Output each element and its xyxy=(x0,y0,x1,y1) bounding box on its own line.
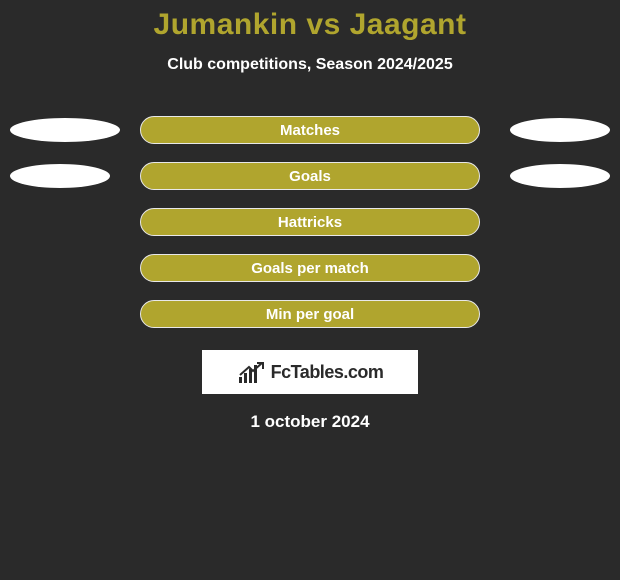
right-value-wrap xyxy=(480,256,620,280)
stat-row: Goals xyxy=(0,162,620,190)
right-value-wrap xyxy=(480,210,620,234)
stat-bar: Hattricks xyxy=(140,208,480,236)
left-value-wrap xyxy=(0,256,140,280)
stat-bar: Min per goal xyxy=(140,300,480,328)
stat-label: Hattricks xyxy=(278,214,342,231)
page-title: Jumankin vs Jaagant xyxy=(0,8,620,42)
brand-logo: FcTables.com xyxy=(237,361,384,383)
season-subtitle: Club competitions, Season 2024/2025 xyxy=(0,56,620,74)
left-value-wrap xyxy=(0,118,140,142)
snapshot-date: 1 october 2024 xyxy=(0,412,620,432)
left-value-ellipse xyxy=(10,164,110,188)
right-value-ellipse xyxy=(510,164,610,188)
comparison-infographic: Jumankin vs Jaagant Club competitions, S… xyxy=(0,0,620,432)
stat-row: Goals per match xyxy=(0,254,620,282)
stat-label: Matches xyxy=(280,122,340,139)
right-value-wrap xyxy=(480,302,620,326)
chart-arrow-icon xyxy=(237,361,265,383)
stat-bar: Matches xyxy=(140,116,480,144)
stat-row: Min per goal xyxy=(0,300,620,328)
stat-row: Hattricks xyxy=(0,208,620,236)
brand-logo-text: FcTables.com xyxy=(271,362,384,383)
left-value-wrap xyxy=(0,164,140,188)
right-value-wrap xyxy=(480,118,620,142)
left-value-ellipse xyxy=(10,118,120,142)
brand-logo-box: FcTables.com xyxy=(202,350,418,394)
stat-label: Goals xyxy=(289,168,331,185)
left-value-wrap xyxy=(0,302,140,326)
stat-label: Goals per match xyxy=(251,260,369,277)
stat-label: Min per goal xyxy=(266,306,354,323)
right-value-ellipse xyxy=(510,118,610,142)
stat-rows: Matches Goals Hattricks Goals per match Min … xyxy=(0,116,620,328)
stat-bar: Goals per match xyxy=(140,254,480,282)
stat-row: Matches xyxy=(0,116,620,144)
right-value-wrap xyxy=(480,164,620,188)
stat-bar: Goals xyxy=(140,162,480,190)
left-value-wrap xyxy=(0,210,140,234)
